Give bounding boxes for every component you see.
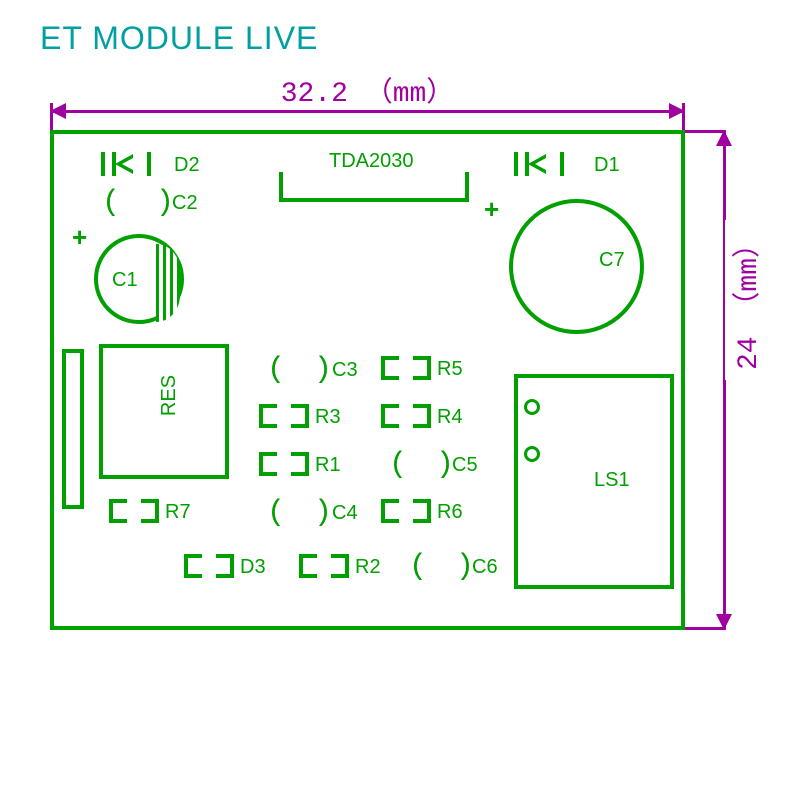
ref-res: RES [158,375,181,416]
ref-d3: D3 [240,556,266,579]
ref-c7: C7 [599,249,625,272]
dim-arrow-line [723,130,726,630]
ref-c1: C1 [112,269,138,292]
ref-tda2030: TDA2030 [329,150,414,173]
diode-d1-symbol [509,152,569,176]
ref-c2: C2 [172,192,198,215]
pcb-outline: D2 TDA2030 D1 ( ) C2 + C1 + C7 RES ( ) C… [50,130,685,630]
ref-r3: R3 [315,406,341,429]
ref-r1: R1 [315,454,341,477]
ref-c5: C5 [452,454,478,477]
dim-arrow-up-icon [716,130,732,146]
dim-height-label: 24 （mm） [725,220,765,380]
dim-arrow-line [50,110,685,113]
polarity-plus-icon: + [72,222,87,253]
dimension-width: 32.2 （mm） [50,75,685,125]
dim-width-label: 32.2 （mm） [271,70,465,110]
ref-ls1: LS1 [594,469,630,492]
dim-arrow-down-icon [716,614,732,630]
connector-j1 [62,349,84,509]
diode-d2-symbol [96,152,156,176]
ref-r6: R6 [437,501,463,524]
polarity-plus-icon: + [484,194,499,225]
ic-outline [465,172,469,202]
ic-outline [279,198,469,202]
dimension-height: 24 （mm） [695,130,755,630]
ref-c6: C6 [472,556,498,579]
ref-c4: C4 [332,502,358,525]
ls1-port-icon [524,399,540,415]
page-title: ET MODULE LIVE [40,20,318,57]
ref-r4: R4 [437,406,463,429]
dim-arrow-left-icon [50,103,66,119]
ref-d1: D1 [594,154,620,177]
ref-c3: C3 [332,359,358,382]
ls1-port-icon [524,446,540,462]
ref-r2: R2 [355,556,381,579]
ref-d2: D2 [174,154,200,177]
dim-arrow-right-icon [669,103,685,119]
ref-r5: R5 [437,358,463,381]
ref-r7: R7 [165,501,191,524]
